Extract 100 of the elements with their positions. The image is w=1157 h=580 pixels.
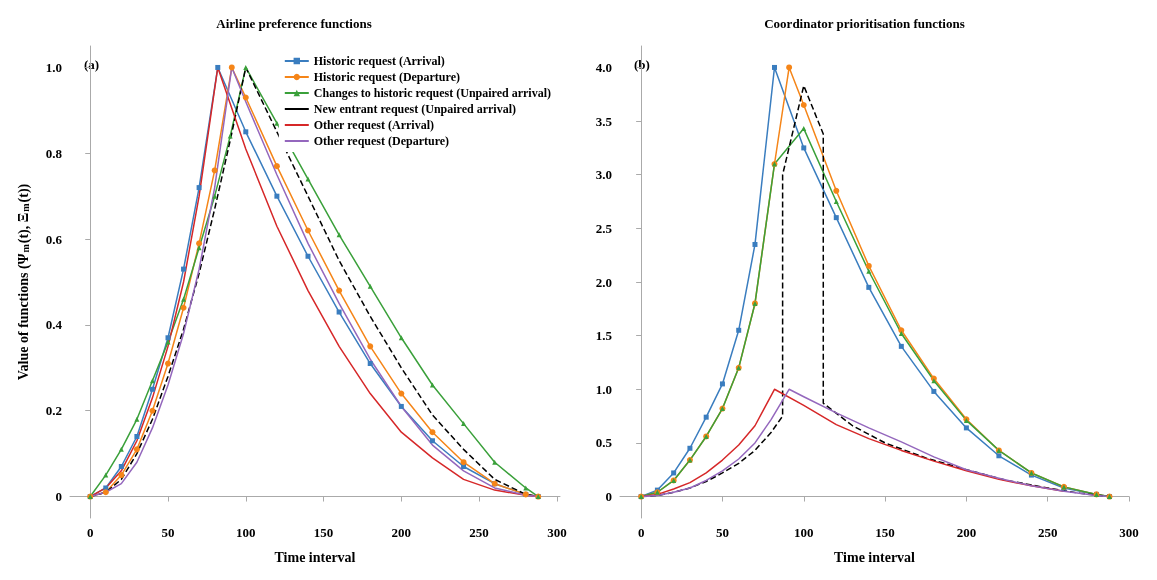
y-tick-label: 0.6 xyxy=(45,231,63,247)
y-tick-label: 0.4 xyxy=(45,317,63,333)
point xyxy=(274,120,280,126)
y-tick-label: 1.0 xyxy=(45,59,62,75)
point xyxy=(196,240,203,247)
point xyxy=(242,94,249,101)
point xyxy=(149,407,156,414)
point xyxy=(398,403,404,409)
point xyxy=(367,343,374,350)
point xyxy=(866,284,872,290)
point xyxy=(305,176,311,182)
point xyxy=(305,227,311,234)
point xyxy=(118,464,124,470)
point xyxy=(181,266,187,272)
y-tick-label: 2.5 xyxy=(595,220,613,236)
x-tick-label: 250 xyxy=(1037,525,1058,540)
chart-title: Airline preference functions xyxy=(216,16,372,31)
y-tick-label: 0.8 xyxy=(45,145,63,161)
point xyxy=(736,327,742,333)
x-tick-label: 100 xyxy=(794,525,814,540)
point xyxy=(243,64,249,70)
point xyxy=(165,335,171,341)
point xyxy=(771,64,777,70)
point xyxy=(103,485,109,491)
point xyxy=(866,268,872,274)
point xyxy=(118,446,124,452)
point xyxy=(460,459,467,466)
point xyxy=(833,187,840,194)
x-tick-label: 200 xyxy=(391,525,412,540)
y-tick-label: 4.0 xyxy=(595,59,612,75)
point xyxy=(398,390,405,397)
point xyxy=(492,459,498,465)
y-tick-label: 0 xyxy=(605,489,612,505)
point xyxy=(211,167,218,174)
legend-label: Changes to historic request (Unpaired arrival) xyxy=(313,86,552,100)
y-tick-label: 0 xyxy=(55,489,62,505)
point xyxy=(134,416,140,422)
point xyxy=(212,193,218,199)
legend-label: New entrant request (Unpaired arrival) xyxy=(313,102,516,116)
point xyxy=(931,388,937,394)
point xyxy=(833,199,839,205)
x-tick-label: 100 xyxy=(236,525,256,540)
chart-title: Coordinator prioritisation functions xyxy=(764,16,965,31)
point xyxy=(196,185,202,191)
y-tick-label: 2.0 xyxy=(595,274,612,290)
point xyxy=(243,129,249,135)
y-tick-label: 1.0 xyxy=(595,381,612,397)
point xyxy=(671,470,677,476)
x-tick-label: 50 xyxy=(161,525,175,540)
point xyxy=(274,193,280,199)
point xyxy=(336,309,342,315)
x-tick-label: 300 xyxy=(547,525,567,540)
point xyxy=(367,283,373,289)
point xyxy=(963,425,969,431)
point xyxy=(215,64,221,70)
y-tick-label: 0.5 xyxy=(595,435,613,451)
point xyxy=(719,381,725,387)
point xyxy=(149,386,155,392)
x-tick-label: 150 xyxy=(875,525,895,540)
point xyxy=(180,304,187,311)
y-axis-title: Value of functions (Ψm(t), Ξm(t)) xyxy=(15,183,32,381)
y-tick-label: 3.5 xyxy=(595,113,613,129)
legend-label: Other request (Departure) xyxy=(313,134,450,148)
y-tick-label: 1.5 xyxy=(595,328,613,344)
point xyxy=(429,438,435,444)
point xyxy=(305,253,311,259)
point xyxy=(196,245,202,251)
x-axis-title: Time interval xyxy=(833,549,916,565)
point xyxy=(149,378,155,384)
point xyxy=(801,145,807,151)
y-tick-label: 3.0 xyxy=(595,167,612,183)
x-tick-label: 50 xyxy=(715,525,729,540)
point xyxy=(996,453,1002,459)
point xyxy=(133,446,140,453)
point xyxy=(687,445,693,451)
point xyxy=(227,133,233,139)
point xyxy=(102,489,109,496)
legend-label: Other request (Arrival) xyxy=(313,118,434,132)
point xyxy=(165,339,171,345)
point xyxy=(865,262,872,269)
point xyxy=(228,64,235,71)
point xyxy=(103,472,109,478)
x-tick-label: 250 xyxy=(469,525,489,540)
x-tick-label: 150 xyxy=(313,525,334,540)
x-tick-label: 200 xyxy=(956,525,977,540)
annotation: (b) xyxy=(634,57,650,72)
point xyxy=(752,241,758,247)
point xyxy=(703,414,709,420)
point xyxy=(181,296,187,302)
point xyxy=(786,64,793,71)
x-axis-title: Time interval xyxy=(274,549,356,565)
legend-label: Historic request (Arrival) xyxy=(313,54,445,68)
point xyxy=(898,343,904,349)
point xyxy=(273,163,280,170)
point xyxy=(165,360,171,367)
point xyxy=(429,429,436,436)
legend-label: Historic request (Departure) xyxy=(313,70,460,84)
point xyxy=(461,421,467,427)
point xyxy=(336,287,343,294)
point xyxy=(800,102,807,108)
